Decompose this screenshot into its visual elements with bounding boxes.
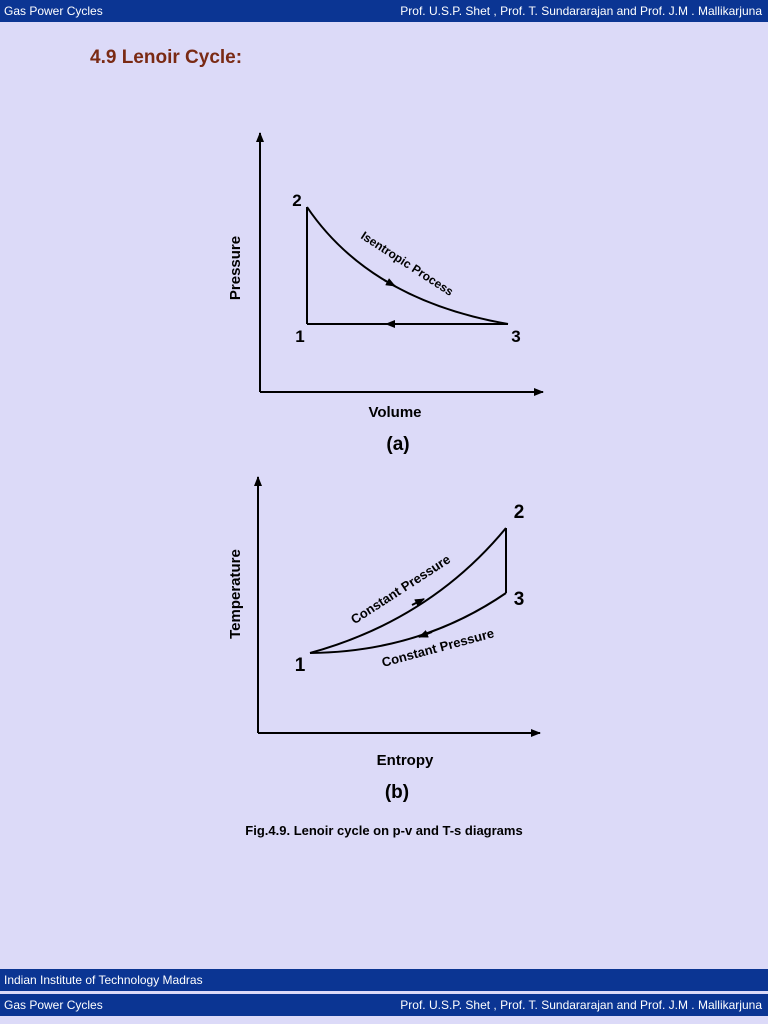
point-label: 1 [295, 655, 306, 676]
header-right: Prof. U.S.P. Shet , Prof. T. Sundararaja… [400, 4, 762, 18]
caption-a: (a) [386, 434, 409, 455]
footer-left: Gas Power Cycles [4, 998, 103, 1012]
point-label: 3 [511, 327, 520, 346]
point-label: 2 [292, 191, 301, 210]
pv-diagram [256, 132, 544, 396]
point-label: 3 [514, 589, 525, 610]
caption-b: (b) [385, 782, 409, 803]
header-left: Gas Power Cycles [4, 4, 103, 18]
section-title: 4.9 Lenoir Cycle: [90, 47, 242, 68]
footer-institute-bar: Indian Institute of Technology Madras [0, 969, 768, 991]
ts-diagram [254, 476, 541, 737]
footer-institute: Indian Institute of Technology Madras [4, 973, 203, 987]
header-bar: Gas Power Cycles Prof. U.S.P. Shet , Pro… [0, 0, 768, 22]
footer-bar: Gas Power Cycles Prof. U.S.P. Shet , Pro… [0, 994, 768, 1016]
x-label: Entropy [377, 752, 434, 769]
y-label: Temperature [227, 549, 244, 639]
y-label: Pressure [227, 236, 244, 300]
footer-right: Prof. U.S.P. Shet , Prof. T. Sundararaja… [400, 998, 762, 1012]
figure-caption: Fig.4.9. Lenoir cycle on p-v and T-s dia… [245, 823, 522, 838]
lower-label: Constant Pressure [380, 625, 496, 669]
point-label: 1 [295, 327, 304, 346]
process-label: Isentropic Process [358, 229, 456, 299]
x-label: Volume [368, 404, 421, 421]
point-label: 2 [514, 502, 525, 523]
